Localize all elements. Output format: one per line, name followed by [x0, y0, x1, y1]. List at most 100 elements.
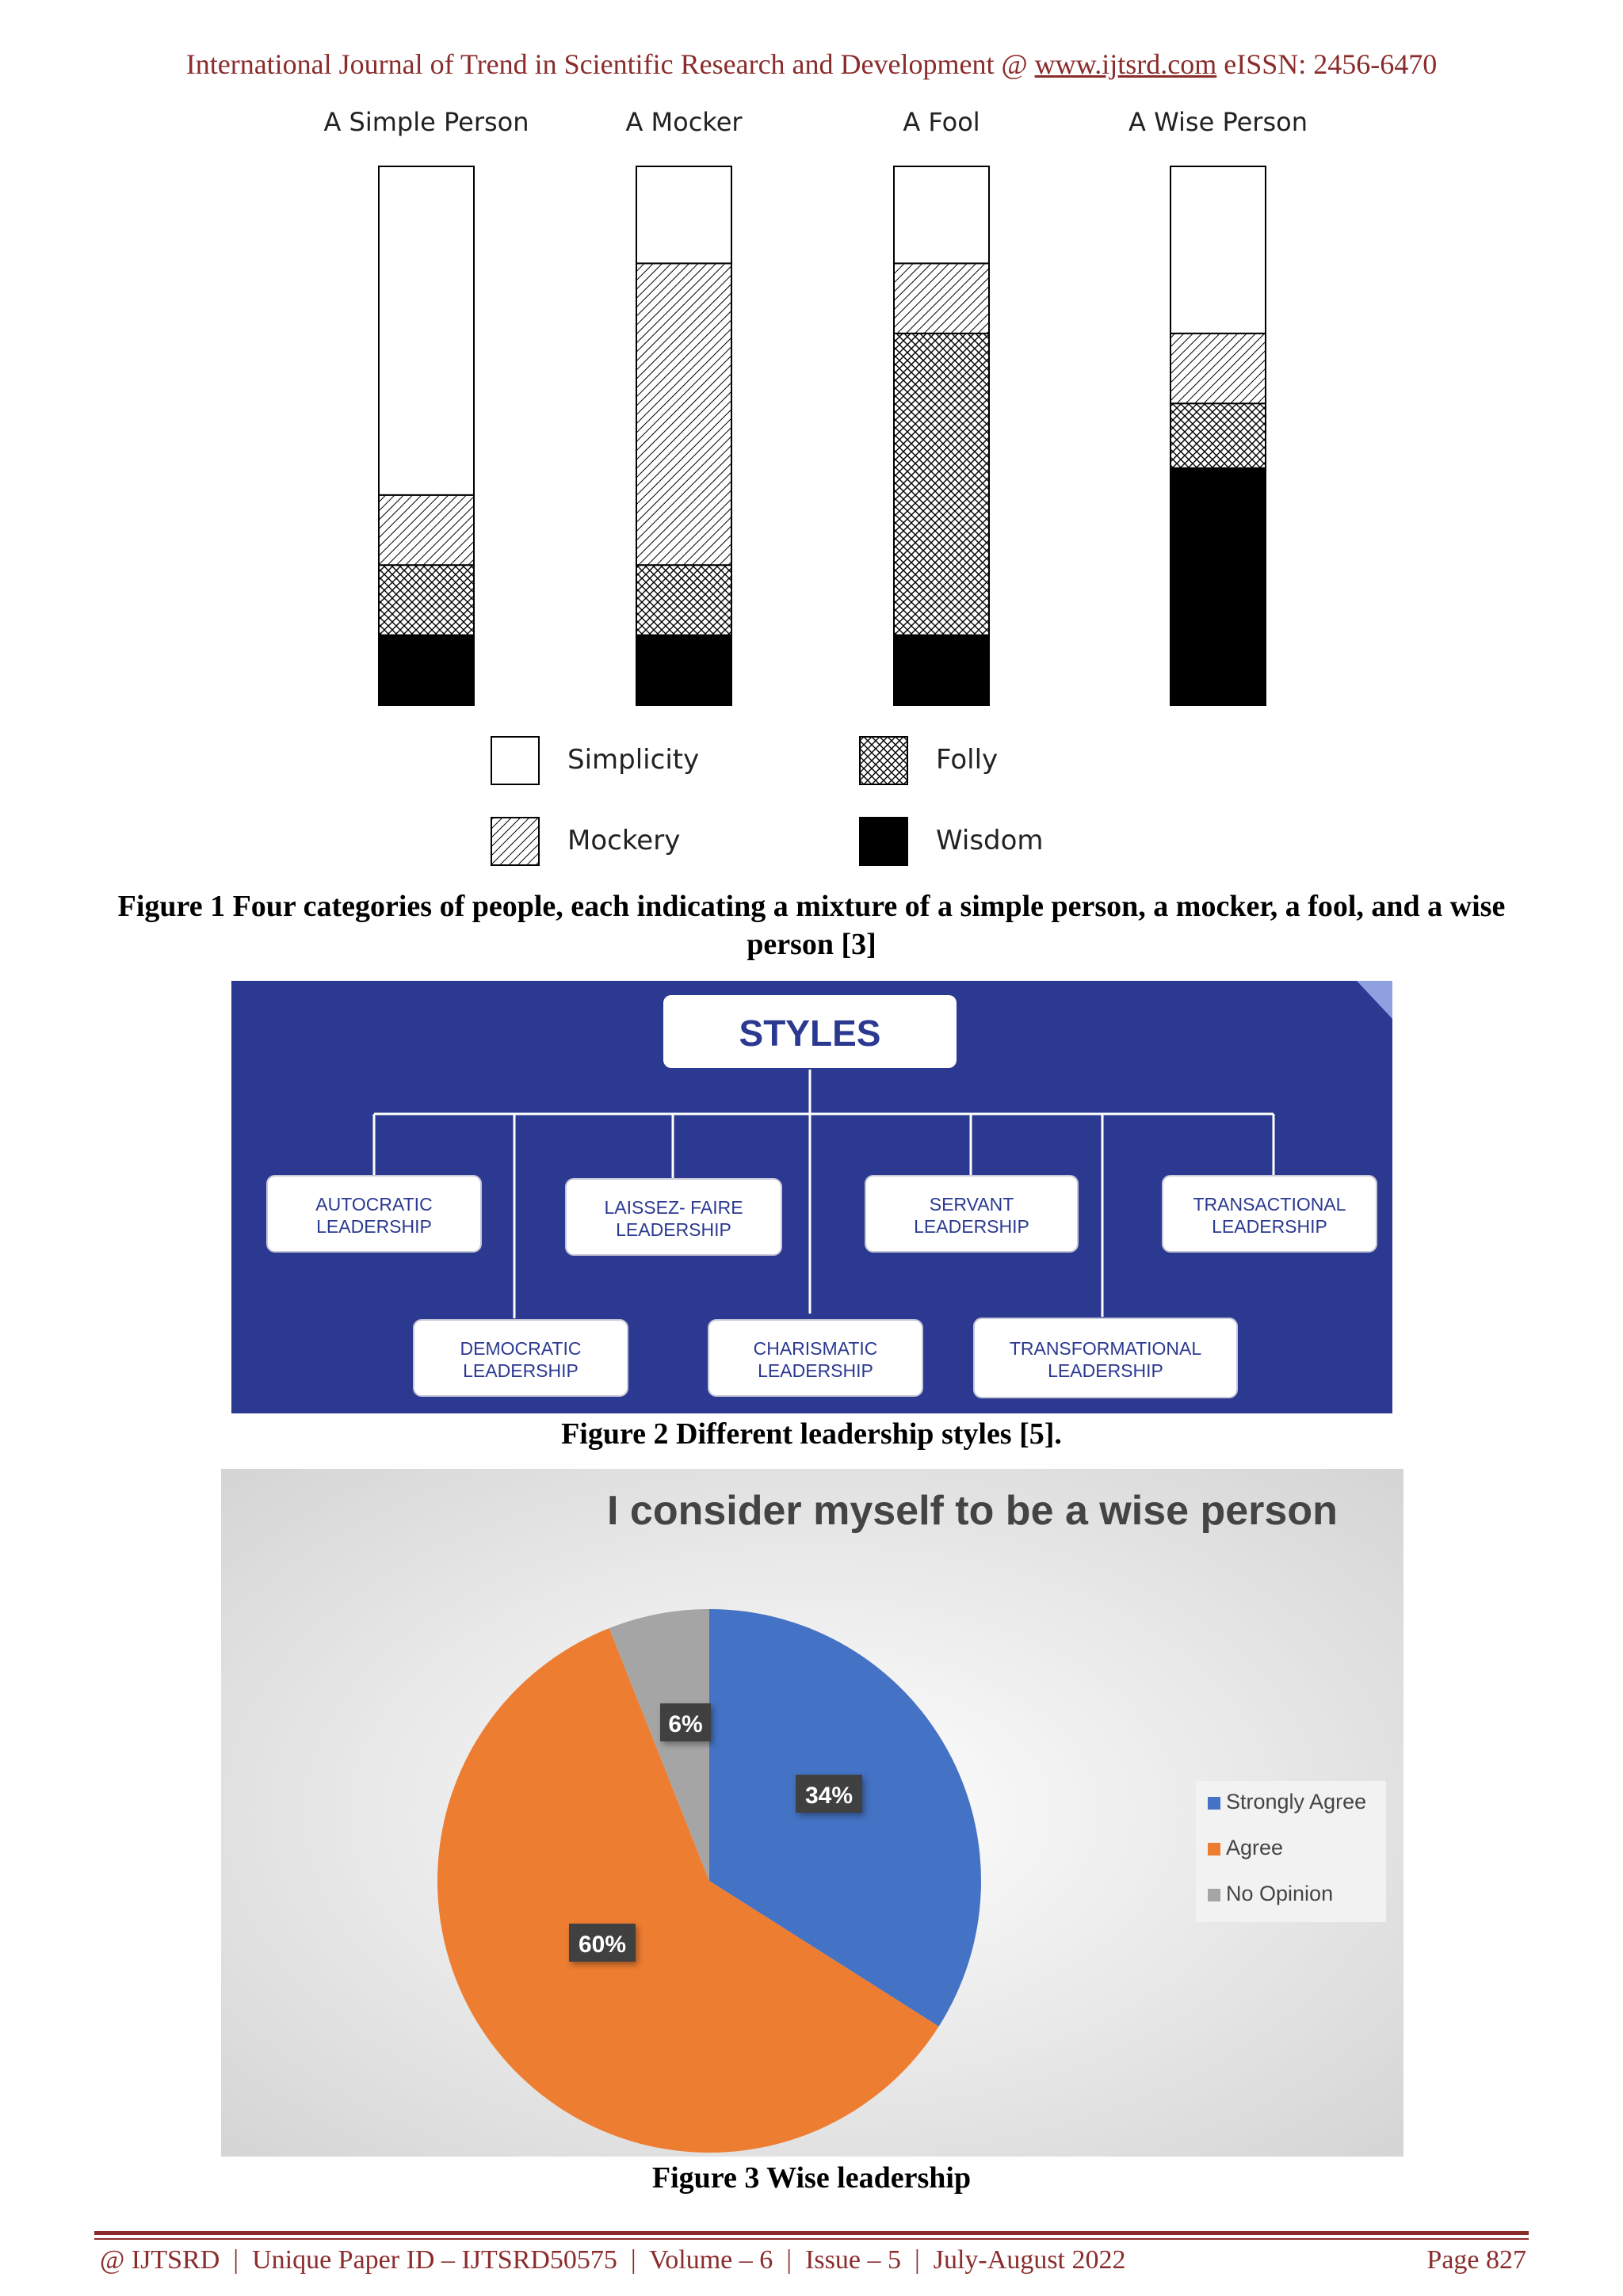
node-label-line1: TRANSFORMATIONAL — [1010, 1338, 1202, 1359]
pie-slice-strongly-agree — [709, 1609, 981, 2027]
figure3-pie-chart: I consider myself to be a wise person 34… — [221, 1469, 1403, 2157]
data-label-text: 60% — [579, 1932, 626, 1958]
legend-swatch — [1208, 1797, 1220, 1810]
figure1-category-labels: A Simple Person A Mocker A Fool A Wise Pers… — [323, 107, 1307, 137]
category-label: A Fool — [903, 107, 980, 137]
data-label-text: 6% — [668, 1711, 702, 1737]
bar-segment-mockery — [378, 494, 475, 566]
data-label-agree: 60% — [569, 1924, 636, 1962]
pie-slice-no-opinion — [609, 1609, 709, 1881]
bar-segment-folly — [893, 332, 990, 636]
legend-item-agree: Agree — [1208, 1836, 1283, 1859]
bar-segment-simplicity — [893, 166, 990, 265]
bar-segment-folly — [636, 564, 732, 636]
bar-segment-simplicity — [378, 166, 475, 496]
bar-segment-wisdom — [893, 634, 990, 706]
connector-lines — [372, 1070, 1275, 1318]
pie-slice-agree — [437, 1628, 939, 2153]
legend-swatch — [491, 736, 540, 785]
pie-slices — [437, 1609, 981, 2153]
node-label-line2: LEADERSHIP — [316, 1216, 432, 1237]
bar-segment-mockery — [893, 262, 990, 334]
legend-item-no-opinion: No Opinion — [1208, 1882, 1333, 1905]
node-box — [865, 1175, 1079, 1253]
figure1-legend: Simplicity Folly Mockery Wisdom — [491, 736, 1044, 866]
category-label: A Mocker — [625, 107, 743, 137]
node-label-line1: AUTOCRATIC — [315, 1194, 432, 1215]
node-label-line1: TRANSACTIONAL — [1193, 1194, 1346, 1215]
bar-segment-folly — [378, 564, 475, 636]
data-label-text: 34% — [805, 1783, 853, 1809]
data-label-strongly-agree: 34% — [796, 1775, 862, 1813]
node-label-line1: CHARISMATIC — [754, 1338, 878, 1359]
node-box — [1162, 1175, 1377, 1253]
journal-link[interactable]: www.ijtsrd.com — [1034, 48, 1217, 80]
figure2-caption: Figure 2 Different leadership styles [5]… — [561, 1417, 1062, 1451]
legend-label: Folly — [936, 744, 998, 776]
node-box — [973, 1318, 1238, 1398]
bar-segment-simplicity — [636, 166, 732, 265]
legend-item-folly: Folly — [859, 736, 998, 785]
legend-item-simplicity: Simplicity — [491, 736, 699, 785]
node-label-line1: DEMOCRATIC — [460, 1338, 582, 1359]
node-label-line2: LEADERSHIP — [914, 1216, 1029, 1237]
bar-segment-mockery — [636, 262, 732, 566]
legend-swatch — [491, 817, 540, 866]
legend-label: Wisdom — [936, 825, 1044, 856]
figure1-caption: Figure 1 Four categories of people, each… — [117, 890, 1506, 961]
legend-item-wisdom: Wisdom — [859, 817, 1044, 866]
category-label: A Wise Person — [1128, 107, 1308, 137]
legend-label: Agree — [1226, 1836, 1283, 1859]
legend-item-mockery: Mockery — [491, 817, 680, 866]
legend-swatch — [859, 736, 908, 785]
legend-label: Simplicity — [567, 744, 699, 776]
corner-ribbon — [1357, 981, 1392, 1019]
node-label-line1: SERVANT — [930, 1194, 1014, 1215]
pie-data-labels: 34% 60% 6% — [569, 1703, 862, 1962]
legend-box — [1196, 1781, 1386, 1922]
category-label: A Simple Person — [323, 107, 529, 137]
node-box — [708, 1319, 923, 1397]
figure1-stacked-bar-chart: A Simple Person A Mocker A Fool A Wise Pers… — [323, 107, 1308, 866]
legend-swatch — [859, 817, 908, 866]
node-label-line2: LEADERSHIP — [758, 1360, 873, 1381]
data-label-no-opinion: 6% — [660, 1703, 711, 1741]
running-header: International Journal of Trend in Scient… — [0, 48, 1623, 81]
legend-label: Mockery — [567, 825, 680, 856]
pie-legend: Strongly Agree Agree No Opinion — [1196, 1781, 1386, 1922]
node-label-line1: LAISSEZ- FAIRE — [604, 1197, 743, 1218]
bar-segment-wisdom — [636, 634, 732, 706]
bar-segment-simplicity — [1170, 166, 1266, 334]
bar-segment-wisdom — [1170, 467, 1266, 706]
styles-root-label: STYLES — [739, 1013, 881, 1054]
footer-rule-thin — [94, 2238, 1529, 2240]
bar-segment-folly — [1170, 402, 1266, 469]
bar-segment-wisdom — [378, 634, 475, 706]
footer-page-number: Page 827 — [1426, 2245, 1526, 2275]
legend-label: Strongly Agree — [1226, 1790, 1366, 1814]
node-label-line2: LEADERSHIP — [616, 1219, 731, 1240]
node-label-line2: LEADERSHIP — [1212, 1216, 1327, 1237]
legend-swatch — [1208, 1889, 1220, 1901]
node-label-line2: LEADERSHIP — [463, 1360, 579, 1381]
bar-segment-mockery — [1170, 332, 1266, 405]
pie-title: I consider myself to be a wise person — [607, 1488, 1338, 1534]
node-label-line2: LEADERSHIP — [1048, 1360, 1163, 1381]
figure1-bars — [378, 166, 1266, 706]
header-prefix: International Journal of Trend in Scient… — [185, 48, 1035, 80]
figure3-caption: Figure 3 Wise leadership — [651, 2161, 972, 2195]
styles-root-node: STYLES — [663, 995, 957, 1068]
legend-swatch — [1208, 1843, 1220, 1855]
legend-label: No Opinion — [1226, 1882, 1333, 1905]
node-box — [565, 1178, 782, 1256]
header-suffix: eISSN: 2456-6470 — [1216, 48, 1438, 80]
node-box — [266, 1175, 482, 1253]
